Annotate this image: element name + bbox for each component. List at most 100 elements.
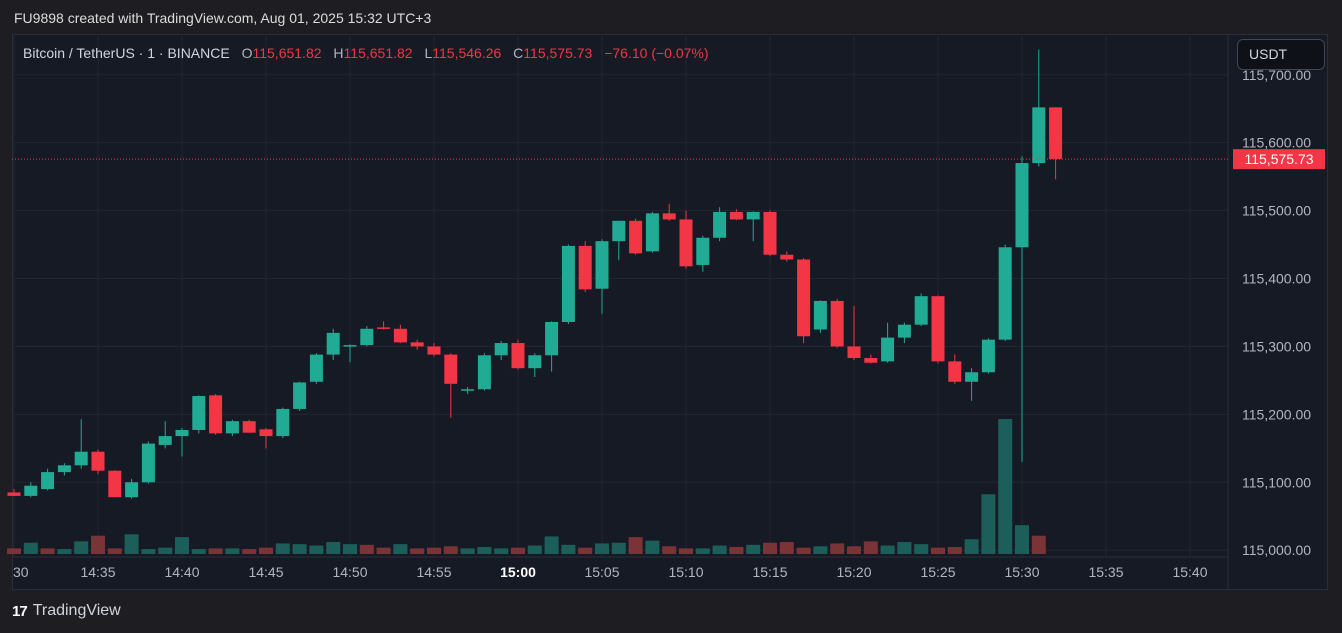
volume-bar xyxy=(326,542,341,554)
low-value: 115,546.26 xyxy=(432,45,502,61)
volume-bar xyxy=(225,548,240,554)
x-tick-label: 14:35 xyxy=(80,564,115,580)
candle-body xyxy=(91,451,105,471)
ohlc-legend: Bitcoin / TetherUS · 1 · BINANCE O115,65… xyxy=(23,45,709,61)
y-tick-label: 115,300.00 xyxy=(1242,338,1311,354)
candle-body xyxy=(797,259,811,337)
candle-body xyxy=(494,343,508,356)
y-tick-label: 115,600.00 xyxy=(1242,135,1311,151)
candle-body xyxy=(427,346,441,355)
candle-body xyxy=(948,361,962,382)
candle-body xyxy=(729,211,743,220)
candle-body xyxy=(24,485,38,496)
tradingview-logo-icon[interactable]: 17 xyxy=(12,602,28,620)
candle-body xyxy=(343,345,357,347)
candle-body xyxy=(645,213,659,252)
candle-body xyxy=(813,300,827,330)
volume-bar xyxy=(746,544,761,554)
candle-body xyxy=(41,472,55,490)
candle-body xyxy=(746,211,760,220)
volume-bar xyxy=(124,534,139,554)
volume-bar xyxy=(830,543,845,554)
x-tick-label: 15:15 xyxy=(752,564,787,580)
volume-bar xyxy=(242,549,257,554)
volume-bar xyxy=(74,541,89,554)
volume-bar xyxy=(158,547,173,554)
y-tick-label: 115,000.00 xyxy=(1242,542,1311,558)
chart-frame[interactable] xyxy=(12,34,1328,590)
grid-lines xyxy=(12,34,1229,589)
candle-body xyxy=(293,382,307,409)
candle-body xyxy=(881,337,895,362)
candle-body xyxy=(511,343,525,369)
candle-body xyxy=(461,389,475,391)
candle-body xyxy=(108,470,122,498)
volume-bar xyxy=(57,549,72,554)
volume-bar xyxy=(544,536,559,554)
candle-body xyxy=(713,211,727,238)
y-tick-label: 115,700.00 xyxy=(1242,67,1311,83)
volume-bars xyxy=(7,419,1046,554)
volume-bar xyxy=(259,547,273,554)
x-tick-label: 14:55 xyxy=(416,564,451,580)
x-tick-label: 15:20 xyxy=(836,564,871,580)
close-value: 115,575.73 xyxy=(523,45,593,61)
candle-body xyxy=(629,220,643,254)
candle-body xyxy=(209,395,223,434)
volume-bar xyxy=(931,547,945,554)
volume-bar xyxy=(897,542,912,554)
x-tick-label: 15:35 xyxy=(1088,564,1123,580)
last-price-label: 115,575.73 xyxy=(1244,151,1313,167)
volume-bar xyxy=(23,542,38,554)
candle-body xyxy=(175,429,189,437)
footer-brand[interactable]: TradingView xyxy=(32,602,121,619)
open-value: 115,651.82 xyxy=(252,45,322,61)
x-tick-label: 14:40 xyxy=(164,564,199,580)
volume-bar xyxy=(561,544,576,554)
candle-body xyxy=(696,237,710,265)
volume-bar xyxy=(947,546,962,554)
volume-bar xyxy=(7,548,21,554)
x-tick-label: 14:45 xyxy=(248,564,283,580)
volume-bar xyxy=(779,542,794,554)
candle-body xyxy=(965,372,979,382)
volume-bar xyxy=(91,535,105,554)
volume-bar xyxy=(292,544,307,554)
volume-bar xyxy=(309,545,324,554)
volume-bar xyxy=(359,544,374,554)
candle-body xyxy=(1049,107,1063,159)
candle-body xyxy=(528,355,542,369)
last-price-badge xyxy=(1233,149,1325,170)
candle-body xyxy=(360,328,374,346)
candle-body xyxy=(662,213,676,220)
candle-body xyxy=(864,357,878,363)
candle-body xyxy=(7,492,21,496)
candle-body xyxy=(914,296,928,325)
y-tick-label: 115,200.00 xyxy=(1242,406,1311,422)
y-axis-ticks: 115,000.00 115,100.00 115,200.00 115,300.00… xyxy=(1242,67,1311,558)
candle-body xyxy=(595,241,609,289)
x-tick-label: 15:40 xyxy=(1172,564,1207,580)
volume-bar xyxy=(376,547,391,554)
low-key: L xyxy=(424,45,433,61)
candle-body xyxy=(763,211,777,255)
volume-bar xyxy=(511,547,525,554)
candle-body xyxy=(847,346,861,358)
volume-bar xyxy=(578,547,593,554)
candle-body xyxy=(679,219,693,267)
change-value: −76.10 (−0.07%) xyxy=(604,45,709,61)
volume-bar xyxy=(595,543,609,554)
volume-bar xyxy=(847,546,861,554)
currency-button[interactable]: USDT xyxy=(1237,39,1325,70)
candle-body xyxy=(242,421,256,433)
candle-body xyxy=(477,355,491,390)
volume-bar xyxy=(141,549,156,554)
volume-bar xyxy=(679,548,693,554)
symbol-label[interactable]: Bitcoin / TetherUS · 1 · BINANCE xyxy=(23,45,230,61)
candle-body xyxy=(192,396,206,430)
x-tick-label: 15:00 xyxy=(500,564,536,580)
x-tick-label: 14:50 xyxy=(332,564,367,580)
volume-bar xyxy=(981,494,996,554)
candle-body xyxy=(1032,107,1046,164)
